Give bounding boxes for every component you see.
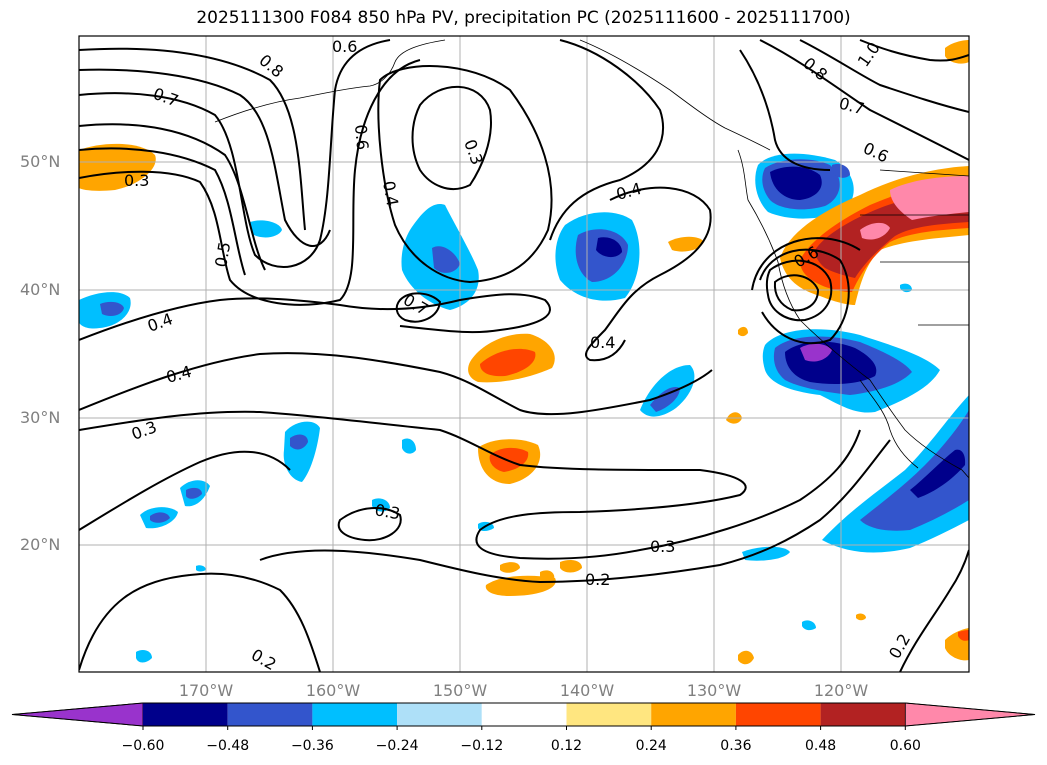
lon-label: 140°W: [559, 681, 615, 700]
colorbar-segment: [397, 703, 482, 726]
colorbar-tick-label: 0.12: [550, 738, 583, 754]
colorbar-segment: [566, 703, 652, 726]
colorbar-segment: [651, 703, 736, 726]
colorbar-tick-label: 0.24: [635, 738, 667, 754]
lat-label: 40°N: [20, 280, 61, 299]
lat-label: 50°N: [20, 152, 61, 171]
colorbar-segments: [11, 702, 1036, 730]
contour-label: 0.2: [585, 570, 610, 589]
contour-label: 0.3: [650, 537, 675, 556]
colorbar-segment: [820, 703, 906, 726]
contour-label-group: 0.8 0.6 0.7 0.3 0.6 0.3 0.4 0.5 0.4 0.7 …: [124, 37, 914, 672]
colorbar-segment: [227, 703, 313, 726]
lat-label: 20°N: [20, 535, 61, 554]
colorbar-segment: [312, 703, 398, 726]
colorbar-extension-high: [904, 702, 1036, 727]
lon-label: 150°W: [432, 681, 488, 700]
lat-label: 30°N: [20, 408, 61, 427]
contour-label: 0.4: [379, 179, 402, 207]
contour-label: 0.3: [124, 171, 149, 190]
lon-label: 130°W: [686, 681, 742, 700]
contour-label: 0.4: [590, 333, 615, 352]
contour-label: 0.6: [351, 124, 372, 151]
colorbar-tick-label: −0.12: [460, 738, 504, 754]
graticule: [79, 36, 969, 672]
colorbar-tick-label: 0.60: [889, 738, 921, 754]
contour-label: 0.6: [332, 37, 357, 56]
colorbar-segment: [481, 703, 567, 726]
lon-label: 170°W: [178, 681, 234, 700]
colorbar-tick-label: −0.48: [206, 738, 250, 754]
colorbar-tick-label: 0.36: [720, 738, 752, 754]
contour-label: 0.5: [211, 240, 234, 268]
lon-label: 120°W: [813, 681, 869, 700]
colorbar-tick-label: −0.24: [375, 738, 419, 754]
colorbar-tick-label: −0.60: [121, 738, 165, 754]
colorbar-tick-label: 0.48: [805, 738, 837, 754]
colorbar-tick-label: −0.36: [290, 738, 334, 754]
figure-title: 2025111300 F084 850 hPa PV, precipitatio…: [196, 8, 851, 28]
colorbar-extension-low: [11, 702, 144, 727]
map-frame: [78, 35, 970, 673]
coastlines: [214, 39, 969, 479]
colorbar-segment: [143, 703, 228, 726]
lon-label: 160°W: [305, 681, 361, 700]
colorbar-segment: [735, 703, 821, 726]
pv-contours: [79, 39, 969, 672]
contour-label: 0.3: [373, 500, 401, 523]
